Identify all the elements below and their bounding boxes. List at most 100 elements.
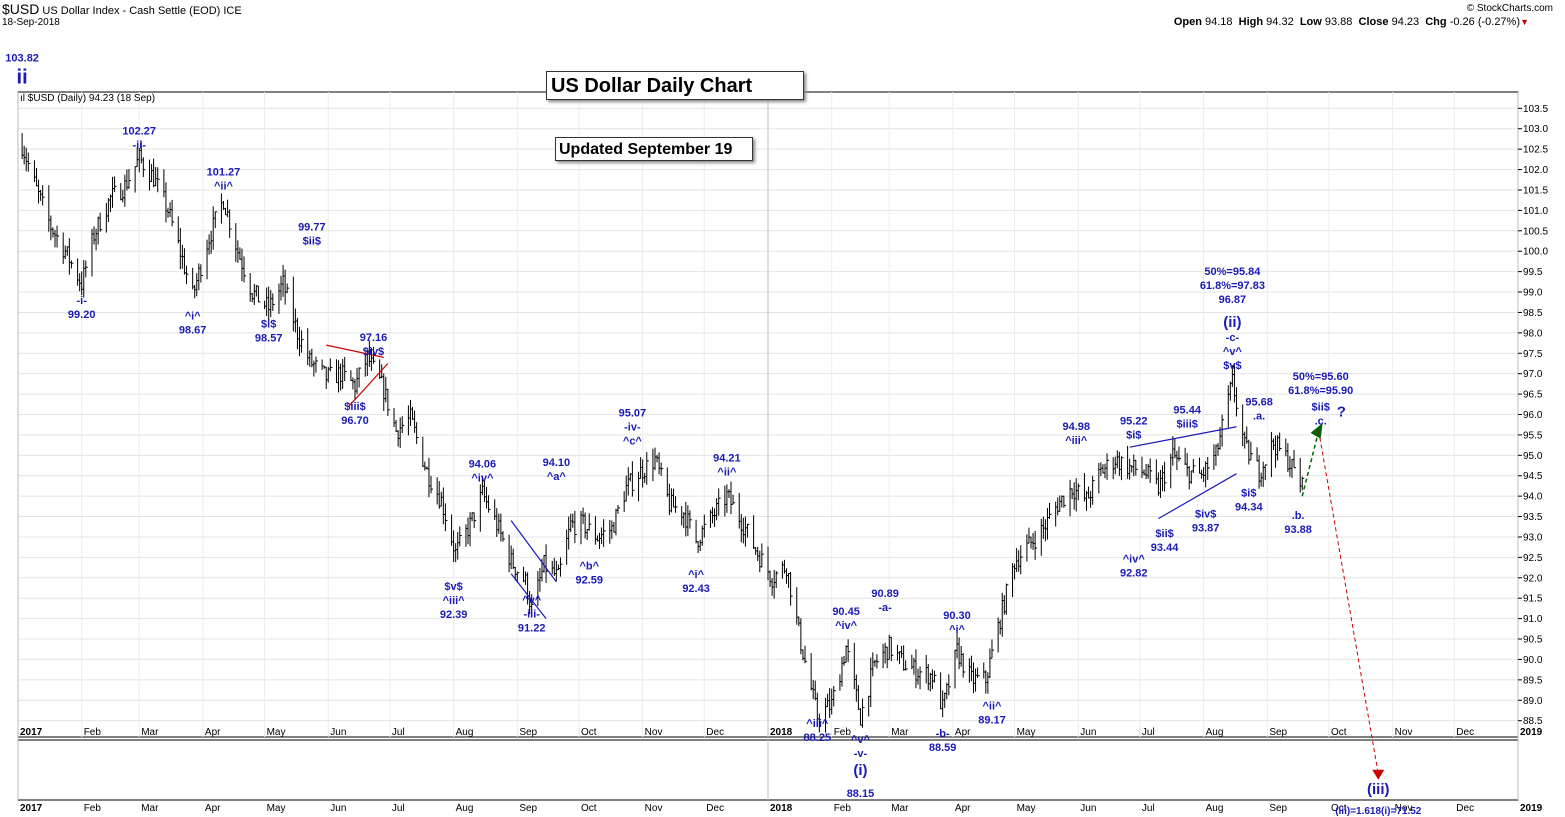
chart-date: 18-Sep-2018 bbox=[2, 17, 60, 28]
wave-label-line: -i- bbox=[77, 295, 88, 307]
wave-label-line: 95.44 bbox=[1173, 404, 1201, 416]
wave-label-line: ^v^ bbox=[1223, 346, 1243, 358]
close-label: Close bbox=[1358, 16, 1389, 28]
wave-label: 94.06 ^iv^ bbox=[469, 459, 497, 485]
month-label-upper: Dec bbox=[706, 727, 724, 738]
y-tick-label: 103.5 bbox=[1523, 104, 1548, 115]
wave-label: ^v^ -iii- 91.22 bbox=[518, 595, 546, 635]
wave-label-line: 88.25 bbox=[804, 732, 832, 744]
x-axis-months: 2017 2017 Feb Feb Mar Mar Apr Apr May May Jun Jun Ju… bbox=[20, 727, 1543, 814]
wave-label: ii bbox=[17, 66, 28, 88]
month-label-upper: Nov bbox=[645, 727, 663, 738]
y-tick-label: 91.0 bbox=[1523, 614, 1543, 625]
wave-label-line: (i) bbox=[853, 762, 867, 779]
gridlines bbox=[17, 92, 1519, 800]
wave-label-line: -iv- bbox=[624, 421, 641, 433]
triangle-line bbox=[1158, 473, 1237, 520]
wave-label-line: $i$ bbox=[1241, 487, 1256, 499]
wave-label-line: ii bbox=[17, 66, 28, 88]
wave-label-line: $i$ bbox=[1126, 429, 1141, 441]
wave-label-line: 94.10 bbox=[543, 457, 571, 469]
wave-label-line: 92.39 bbox=[440, 609, 468, 621]
month-label-upper: Apr bbox=[205, 727, 221, 738]
wave-label: 97.16 $iv$ bbox=[360, 332, 388, 358]
wave-label: 50%=95.84 61.8%=97.83 96.87 bbox=[1200, 266, 1265, 306]
wave-label-line: .a. bbox=[1253, 411, 1265, 423]
wave-label: $i$ 98.57 bbox=[255, 319, 283, 345]
y-axis-ticks: 88.5 89.0 89.5 90.0 90.5 91.0 91.5 92.0 92.5 93.0… bbox=[1518, 104, 1548, 727]
month-label-upper: Jun bbox=[1080, 727, 1096, 738]
y-tick-label: 97.5 bbox=[1523, 349, 1543, 360]
low-label: Low bbox=[1299, 16, 1322, 28]
instrument-name: US Dollar Index - Cash Settle (EOD) bbox=[42, 5, 221, 17]
month-label-lower: Apr bbox=[205, 803, 221, 814]
month-label-lower: Aug bbox=[456, 803, 474, 814]
month-label-upper: Aug bbox=[456, 727, 474, 738]
wave-label: 101.27 ^ii^ bbox=[207, 166, 241, 192]
y-tick-label: 102.5 bbox=[1523, 145, 1548, 156]
y-tick-label: 98.0 bbox=[1523, 328, 1543, 339]
legend-text: $USD (Daily) 94.23 (18 Sep) bbox=[27, 93, 156, 104]
y-tick-label: 97.0 bbox=[1523, 369, 1543, 380]
month-label-upper: Jul bbox=[1142, 727, 1155, 738]
month-label-upper: Oct bbox=[581, 727, 597, 738]
wave-label: 94.21 ^ii^ bbox=[713, 453, 741, 479]
wave-label-line: ^i^ bbox=[688, 569, 704, 581]
wave-label-line: 99.77 bbox=[298, 222, 326, 234]
wave-label: 90.30 ^i^ bbox=[943, 610, 971, 636]
wave-label: (iii) bbox=[1367, 781, 1390, 798]
month-label-upper: Sep bbox=[1269, 727, 1287, 738]
brand-link[interactable]: © StockCharts.com bbox=[1466, 3, 1553, 14]
wave-label-line: (iii) bbox=[1367, 781, 1390, 798]
wave-label-line: -c- bbox=[1226, 332, 1240, 344]
month-label-upper: 2019 bbox=[1520, 727, 1543, 738]
wave-label-line: 95.22 bbox=[1120, 415, 1148, 427]
month-label-upper: Mar bbox=[141, 727, 159, 738]
y-tick-label: 89.5 bbox=[1523, 675, 1543, 686]
wave-label-line: 90.45 bbox=[832, 606, 860, 618]
month-label-upper: Dec bbox=[1456, 727, 1474, 738]
month-label-lower: Aug bbox=[1206, 803, 1224, 814]
wave-label-line: ^c^ bbox=[623, 435, 643, 447]
month-label-upper: Feb bbox=[84, 727, 102, 738]
wave-label-line: ^ii^ bbox=[214, 180, 234, 192]
ohlc-row: Open 94.18 High 94.32 Low 93.88 Close 94… bbox=[1174, 16, 1520, 28]
wave-label-line: $i$ bbox=[261, 319, 276, 331]
wave-label-line: (ii) bbox=[1223, 314, 1241, 331]
month-label-upper: Sep bbox=[519, 727, 537, 738]
wave-label-line: $v$ bbox=[1223, 360, 1241, 372]
wave-label-line: 94.21 bbox=[713, 453, 741, 465]
triangle-line bbox=[1129, 426, 1237, 448]
wave-label-line: 102.27 bbox=[122, 126, 156, 138]
wave-label: $iv$ 93.87 bbox=[1192, 508, 1220, 534]
wave-label-line: ^v^ bbox=[851, 734, 871, 746]
wave-label: ^iii^ 88.25 bbox=[804, 718, 832, 744]
month-label-lower: Sep bbox=[519, 803, 537, 814]
wave-label-line: 92.59 bbox=[575, 575, 603, 587]
projection-line bbox=[1301, 430, 1320, 497]
month-label-upper: Apr bbox=[955, 727, 971, 738]
chg-value: -0.26 (-0.27%) bbox=[1449, 16, 1520, 28]
month-label-lower: Jun bbox=[330, 803, 346, 814]
high-value: 94.32 bbox=[1266, 16, 1294, 28]
down-arrow-icon: ▼ bbox=[1520, 17, 1529, 27]
y-tick-label: 88.5 bbox=[1523, 716, 1543, 727]
wave-label-line: ^iv^ bbox=[1123, 553, 1146, 565]
wave-label-line: 96.87 bbox=[1219, 294, 1247, 306]
wave-label-line: $iv$ bbox=[363, 346, 384, 358]
wave-label: (iii)=1.618(i)=71.52 bbox=[1335, 806, 1422, 817]
y-tick-label: 91.5 bbox=[1523, 594, 1543, 605]
price-bars bbox=[21, 133, 1305, 733]
wave-label-line: 90.30 bbox=[943, 610, 971, 622]
wave-label-line: 101.27 bbox=[207, 166, 241, 178]
wave-label-line: ^ii^ bbox=[717, 467, 737, 479]
wave-label: ^b^ 92.59 bbox=[575, 561, 603, 587]
update-box: Updated September 19 bbox=[555, 137, 753, 161]
wave-label-line: $iii$ bbox=[1176, 418, 1197, 430]
y-tick-label: 100.5 bbox=[1523, 226, 1548, 237]
month-label-lower: 2018 bbox=[770, 803, 793, 814]
wave-label-line: -ii- bbox=[133, 140, 147, 152]
wave-label: ^i^ 98.67 bbox=[179, 311, 207, 337]
wave-label-line: ^i^ bbox=[185, 311, 201, 323]
wave-label-line: 92.43 bbox=[682, 583, 710, 595]
